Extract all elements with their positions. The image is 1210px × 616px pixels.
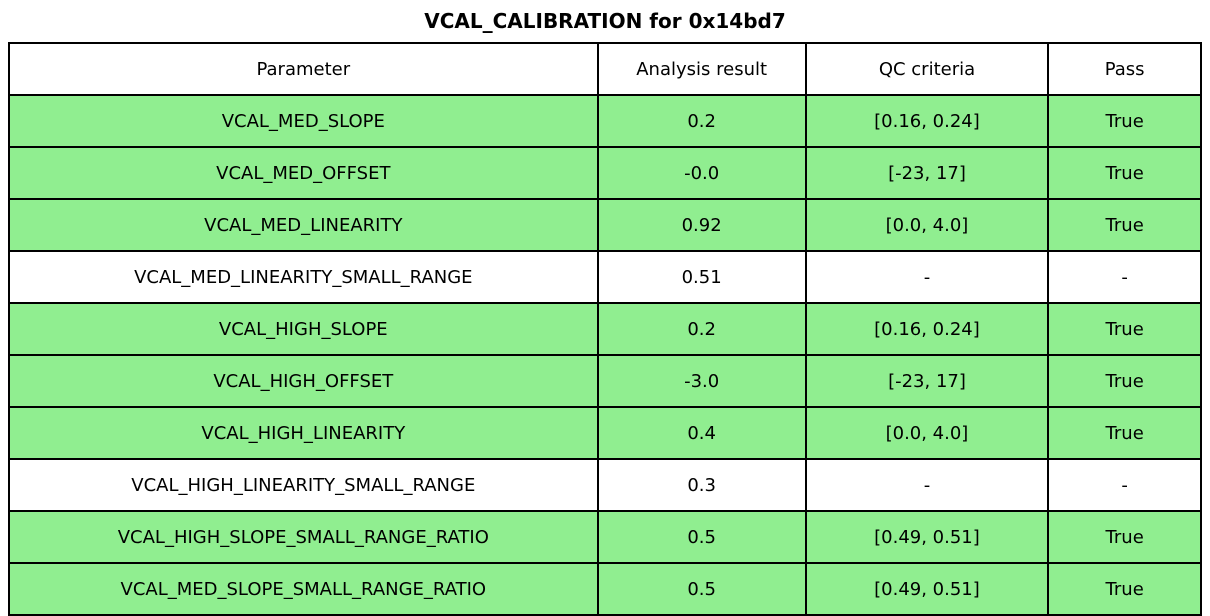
table-row: VCAL_MED_OFFSET -0.0 [-23, 17] True <box>8 146 1202 200</box>
table-row: VCAL_HIGH_OFFSET -3.0 [-23, 17] True <box>8 354 1202 408</box>
qc-table: Parameter Analysis result QC criteria Pa… <box>8 42 1202 616</box>
qc-criteria-cell: [0.0, 4.0] <box>804 198 1050 252</box>
parameter-cell: VCAL_HIGH_SLOPE <box>8 302 599 356</box>
qc-criteria-cell: [0.16, 0.24] <box>804 302 1050 356</box>
parameter-cell: VCAL_HIGH_LINEARITY_SMALL_RANGE <box>8 458 599 512</box>
pass-cell: - <box>1047 250 1202 304</box>
analysis-result-cell: 0.5 <box>596 510 807 564</box>
analysis-result-cell: 0.51 <box>596 250 807 304</box>
table-row: VCAL_HIGH_SLOPE 0.2 [0.16, 0.24] True <box>8 302 1202 356</box>
header-analysis-result: Analysis result <box>596 42 807 96</box>
qc-criteria-cell: [0.49, 0.51] <box>804 510 1050 564</box>
parameter-cell: VCAL_MED_SLOPE_SMALL_RANGE_RATIO <box>8 562 599 616</box>
table-row: VCAL_MED_SLOPE_SMALL_RANGE_RATIO 0.5 [0.49… <box>8 562 1202 616</box>
table-row: VCAL_HIGH_LINEARITY 0.4 [0.0, 4.0] True <box>8 406 1202 460</box>
parameter-cell: VCAL_MED_OFFSET <box>8 146 599 200</box>
qc-criteria-cell: - <box>804 250 1050 304</box>
table-row: VCAL_HIGH_SLOPE_SMALL_RANGE_RATIO 0.5 [0.4… <box>8 510 1202 564</box>
pass-cell: True <box>1047 562 1202 616</box>
header-row: Parameter Analysis result QC criteria Pa… <box>8 42 1202 96</box>
parameter-cell: VCAL_MED_LINEARITY_SMALL_RANGE <box>8 250 599 304</box>
analysis-result-cell: -0.0 <box>596 146 807 200</box>
analysis-result-cell: 0.2 <box>596 302 807 356</box>
parameter-cell: VCAL_MED_SLOPE <box>8 94 599 148</box>
parameter-cell: VCAL_HIGH_SLOPE_SMALL_RANGE_RATIO <box>8 510 599 564</box>
header-qc-criteria: QC criteria <box>804 42 1050 96</box>
pass-cell: True <box>1047 354 1202 408</box>
table-row: VCAL_MED_SLOPE 0.2 [0.16, 0.24] True <box>8 94 1202 148</box>
qc-criteria-cell: - <box>804 458 1050 512</box>
qc-criteria-cell: [0.16, 0.24] <box>804 94 1050 148</box>
analysis-result-cell: 0.2 <box>596 94 807 148</box>
table-row: VCAL_MED_LINEARITY 0.92 [0.0, 4.0] True <box>8 198 1202 252</box>
analysis-result-cell: -3.0 <box>596 354 807 408</box>
pass-cell: True <box>1047 146 1202 200</box>
pass-cell: True <box>1047 94 1202 148</box>
pass-cell: True <box>1047 198 1202 252</box>
table-body: VCAL_MED_SLOPE 0.2 [0.16, 0.24] True VCAL_ME… <box>8 94 1202 616</box>
qc-criteria-cell: [-23, 17] <box>804 354 1050 408</box>
table-row: VCAL_MED_LINEARITY_SMALL_RANGE 0.51- - <box>8 250 1202 304</box>
page-title: VCAL_CALIBRATION for 0x14bd7 <box>424 9 786 33</box>
analysis-result-cell: 0.5 <box>596 562 807 616</box>
pass-cell: True <box>1047 406 1202 460</box>
header-parameter: Parameter <box>8 42 599 96</box>
qc-criteria-cell: [0.49, 0.51] <box>804 562 1050 616</box>
pass-cell: True <box>1047 510 1202 564</box>
header-pass: Pass <box>1047 42 1202 96</box>
pass-cell: True <box>1047 302 1202 356</box>
analysis-result-cell: 0.3 <box>596 458 807 512</box>
parameter-cell: VCAL_MED_LINEARITY <box>8 198 599 252</box>
parameter-cell: VCAL_HIGH_LINEARITY <box>8 406 599 460</box>
qc-criteria-cell: [0.0, 4.0] <box>804 406 1050 460</box>
pass-cell: - <box>1047 458 1202 512</box>
table-row: VCAL_HIGH_LINEARITY_SMALL_RANGE 0.3- - <box>8 458 1202 512</box>
parameter-cell: VCAL_HIGH_OFFSET <box>8 354 599 408</box>
analysis-result-cell: 0.92 <box>596 198 807 252</box>
analysis-result-cell: 0.4 <box>596 406 807 460</box>
qc-criteria-cell: [-23, 17] <box>804 146 1050 200</box>
